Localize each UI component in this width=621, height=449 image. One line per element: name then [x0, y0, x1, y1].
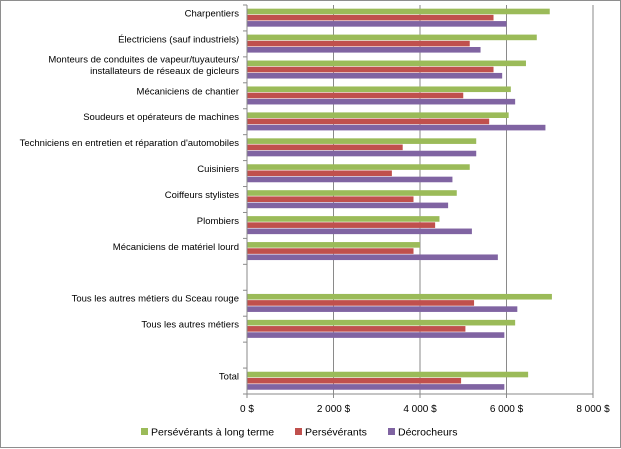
bar	[247, 306, 518, 312]
bar	[247, 196, 414, 202]
category-label: Total	[219, 372, 239, 383]
bar	[247, 216, 440, 222]
legend: Persévérants à long terme Persévérants Déc…	[141, 427, 458, 439]
category-label: Tous les autres métiers	[141, 320, 239, 331]
bar	[247, 326, 466, 332]
category-label: Plombiers	[197, 216, 239, 227]
category-label: Électriciens (sauf industriels)	[118, 34, 239, 45]
bar	[247, 150, 477, 157]
x-tick-labels: 0 $ 2 000 $ 4 000 $ 6 000 $ 8 000 $	[240, 404, 610, 415]
category-label: Coiffeurs stylistes	[165, 190, 240, 201]
x-tick-label: 4 000 $	[403, 404, 437, 415]
category-label: Mécaniciens de matériel lourd	[113, 242, 239, 253]
legend-swatch	[141, 428, 148, 435]
bar	[247, 164, 470, 170]
x-tick-label: 0 $	[240, 404, 254, 415]
legend-label: Décrocheurs	[398, 427, 458, 439]
bar	[247, 242, 420, 248]
bar	[247, 34, 537, 41]
bar	[247, 222, 436, 228]
bar	[247, 176, 453, 183]
bar	[247, 228, 472, 235]
bar	[247, 377, 462, 384]
category-label: Charpentiers	[185, 8, 240, 19]
bar	[247, 319, 516, 326]
category-label: Tous les autres métiers du Sceau rouge	[72, 294, 239, 305]
bar	[247, 332, 505, 338]
bar	[247, 384, 505, 390]
bar	[247, 47, 481, 53]
legend-swatch	[388, 428, 395, 435]
axes	[243, 4, 594, 398]
category-label: Techniciens en entretien et réparation d…	[20, 138, 240, 149]
bar	[247, 144, 403, 151]
category-labels: Charpentiers Électriciens (sauf industrie…	[20, 8, 240, 382]
bar	[247, 190, 457, 196]
category-label: installateurs de réseaux de gicleurs	[90, 66, 239, 77]
bar	[247, 118, 490, 125]
category-label: Monteurs de conduites de vapeur/tuyauteu…	[48, 55, 239, 66]
bar	[247, 40, 470, 47]
category-label: Mécaniciens de chantier	[137, 86, 239, 97]
bar	[247, 170, 392, 177]
bar	[247, 371, 529, 378]
bar	[247, 86, 511, 93]
bar	[247, 202, 449, 209]
bar	[247, 21, 507, 27]
bar	[247, 254, 498, 261]
x-tick-label: 8 000 $	[576, 404, 610, 415]
bar	[247, 60, 526, 67]
bar	[247, 92, 464, 99]
bar	[247, 14, 494, 21]
legend-label: Persévérants à long terme	[151, 427, 274, 439]
legend-label: Persévérants	[305, 427, 367, 439]
x-tick-label: 6 000 $	[490, 404, 524, 415]
category-label: Soudeurs et opérateurs de machines	[83, 112, 239, 123]
category-label: Cuisiniers	[197, 164, 239, 175]
bar	[247, 72, 503, 79]
bar	[247, 300, 475, 306]
bar	[247, 124, 546, 131]
legend-swatch	[295, 428, 302, 435]
bar	[247, 293, 552, 300]
bar	[247, 8, 550, 15]
bar	[247, 98, 516, 105]
bar	[247, 112, 509, 118]
bars	[247, 8, 552, 390]
bar	[247, 138, 477, 144]
bar	[247, 66, 494, 73]
x-tick-label: 2 000 $	[317, 404, 351, 415]
bar	[247, 248, 414, 254]
